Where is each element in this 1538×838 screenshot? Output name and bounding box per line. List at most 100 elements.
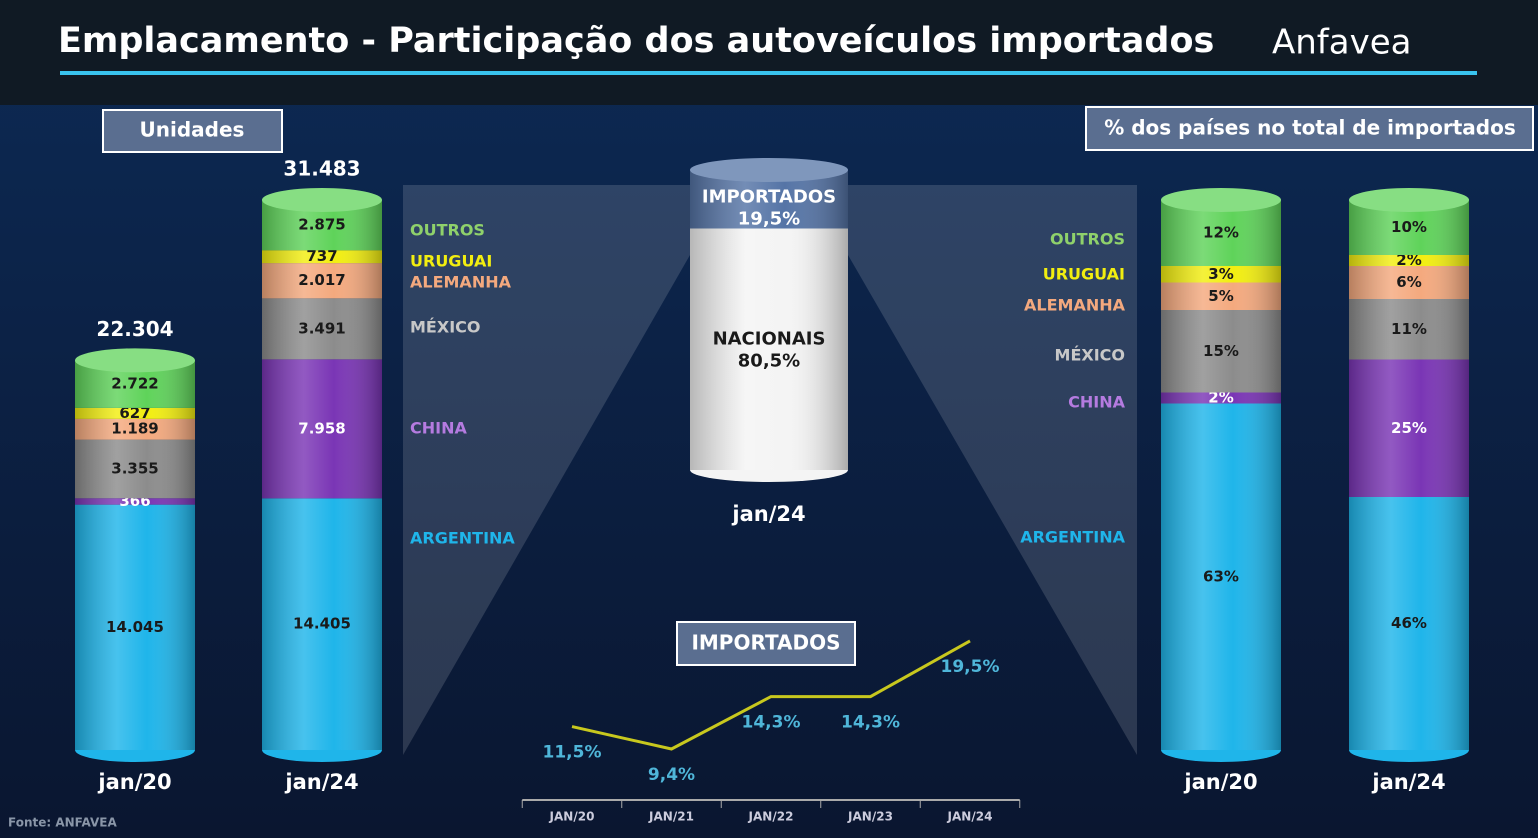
value-label: 10% bbox=[1391, 218, 1427, 236]
bar-shade bbox=[1161, 282, 1281, 310]
bar-shade bbox=[262, 250, 382, 264]
total-label: 31.483 bbox=[283, 157, 360, 181]
legend-label: ALEMANHA bbox=[1024, 296, 1126, 315]
value-label: 63% bbox=[1203, 567, 1239, 585]
value-label: 627 bbox=[119, 404, 150, 422]
bar-shade bbox=[75, 498, 195, 505]
label-box bbox=[676, 621, 856, 666]
total-label: 22.304 bbox=[96, 317, 173, 341]
cylinder-top bbox=[75, 348, 195, 373]
bar-shade bbox=[1161, 310, 1281, 393]
logo: Anfavea bbox=[1272, 23, 1412, 63]
legend-label: ALEMANHA bbox=[410, 273, 512, 292]
value-label: 2.722 bbox=[111, 375, 158, 393]
bar-shade bbox=[1349, 255, 1469, 266]
zoom-left bbox=[403, 185, 690, 755]
cylinder-top bbox=[1349, 188, 1469, 212]
chart-label: IMPORTADOS bbox=[691, 631, 840, 655]
bar-shade bbox=[262, 263, 382, 299]
value-label: 14,3% bbox=[841, 713, 900, 733]
value-label: 2.017 bbox=[298, 271, 345, 289]
cylinder-top-light bbox=[262, 188, 382, 212]
x-tick-label: jan/24 bbox=[731, 502, 805, 526]
x-tick-label: JAN/21 bbox=[648, 810, 694, 824]
bar-shade bbox=[75, 407, 195, 419]
segment-name: NACIONAIS bbox=[713, 328, 826, 349]
legend-label: ARGENTINA bbox=[410, 529, 515, 548]
legend-label: ARGENTINA bbox=[1020, 528, 1125, 547]
bar-shade bbox=[1349, 497, 1469, 750]
bar-shade bbox=[75, 504, 195, 750]
x-tick-label: jan/24 bbox=[284, 770, 358, 794]
value-label: 3.355 bbox=[111, 459, 158, 477]
value-label: 5% bbox=[1208, 287, 1233, 305]
x-tick-label: JAN/22 bbox=[748, 810, 794, 824]
line bbox=[571, 639, 971, 751]
value-label: 80,5% bbox=[738, 350, 800, 371]
value-label: 19,5% bbox=[738, 208, 800, 229]
bar-shade bbox=[75, 418, 195, 440]
legend-label: OUTROS bbox=[1050, 230, 1125, 249]
cylinder-top bbox=[690, 158, 848, 182]
legend-label: OUTROS bbox=[410, 221, 485, 240]
value-label: 25% bbox=[1391, 419, 1427, 437]
value-label: 14.405 bbox=[293, 615, 351, 633]
x-tick-label: JAN/20 bbox=[549, 810, 595, 824]
bar-shade bbox=[1161, 403, 1281, 750]
value-label: 7.958 bbox=[298, 419, 345, 437]
bar-shade bbox=[1349, 359, 1469, 497]
value-label: 2% bbox=[1208, 389, 1233, 407]
x-tick-label: jan/24 bbox=[1371, 770, 1445, 794]
legend-label: MÉXICO bbox=[1055, 346, 1125, 365]
value-label: 9,4% bbox=[648, 765, 695, 785]
chart-label: % dos países no total de importados bbox=[1104, 116, 1516, 140]
source: Fonte: ANFAVEA bbox=[8, 816, 117, 830]
value-label: 11,5% bbox=[543, 743, 602, 763]
cylinder-top-light bbox=[690, 158, 848, 182]
value-label: 3.491 bbox=[298, 319, 345, 337]
value-label: 1.189 bbox=[111, 420, 158, 438]
value-label: 46% bbox=[1391, 614, 1427, 632]
x-tick-label: JAN/23 bbox=[847, 810, 893, 824]
cylinder-top bbox=[262, 188, 382, 212]
value-label: 14,3% bbox=[742, 713, 801, 733]
value-label: 2% bbox=[1396, 251, 1421, 269]
chart-label: Unidades bbox=[140, 118, 245, 142]
cylinder-top-light bbox=[1349, 188, 1469, 212]
legend-label: CHINA bbox=[1068, 393, 1125, 412]
value-label: 2.875 bbox=[298, 216, 345, 234]
x-tick-label: jan/20 bbox=[97, 770, 171, 794]
label-box bbox=[1085, 106, 1534, 151]
cylinder-top-light bbox=[75, 348, 195, 373]
x-tick-label: jan/20 bbox=[1183, 770, 1257, 794]
bar-shade bbox=[1349, 266, 1469, 299]
bar-shade bbox=[1161, 266, 1281, 283]
bar-shade bbox=[262, 359, 382, 499]
value-label: 15% bbox=[1203, 342, 1239, 360]
x-tick-label: JAN/24 bbox=[947, 810, 993, 824]
bar-shade bbox=[75, 439, 195, 499]
legend-label: URUGUAI bbox=[1043, 265, 1125, 284]
legend-label: MÉXICO bbox=[410, 318, 480, 337]
bar-shade bbox=[262, 498, 382, 750]
cylinder-top bbox=[1161, 188, 1281, 212]
bar-shade bbox=[690, 228, 848, 470]
value-label: 12% bbox=[1203, 224, 1239, 242]
value-label: 14.045 bbox=[106, 618, 164, 636]
legend-label: URUGUAI bbox=[410, 252, 492, 271]
bar-shade bbox=[1161, 392, 1281, 404]
header-band bbox=[0, 0, 1538, 105]
zoom-right bbox=[848, 185, 1137, 755]
value-label: 11% bbox=[1391, 320, 1427, 338]
segment-name: IMPORTADOS bbox=[702, 186, 836, 207]
legend-label: CHINA bbox=[410, 419, 467, 438]
cylinder-top-light bbox=[1161, 188, 1281, 212]
label-box bbox=[102, 109, 283, 153]
value-label: 737 bbox=[306, 247, 337, 265]
bar-shade bbox=[1349, 299, 1469, 360]
value-label: 19,5% bbox=[941, 657, 1000, 677]
value-label: 3% bbox=[1208, 265, 1233, 283]
value-label: 6% bbox=[1396, 273, 1421, 291]
